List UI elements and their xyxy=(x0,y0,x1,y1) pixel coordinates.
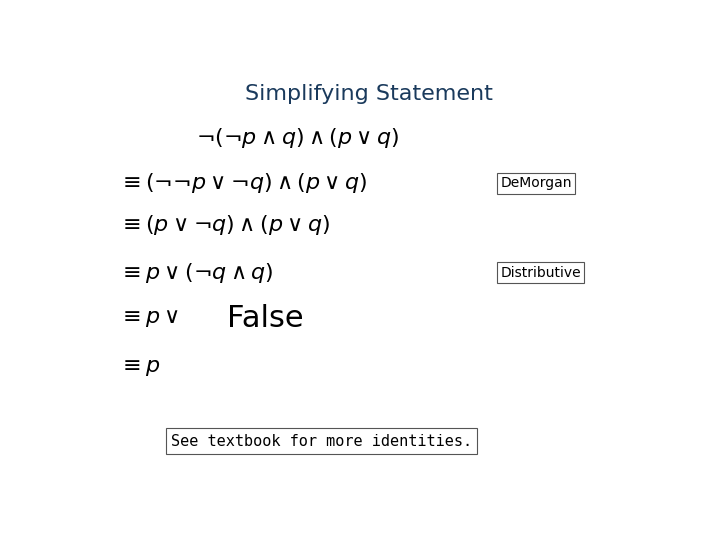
Text: $\equiv p$: $\equiv p$ xyxy=(118,359,161,379)
Text: $\equiv p \vee$: $\equiv p \vee$ xyxy=(118,308,179,329)
Text: $\equiv (\neg\neg p \vee \neg q) \wedge (p \vee q)$: $\equiv (\neg\neg p \vee \neg q) \wedge … xyxy=(118,171,367,195)
Text: $\equiv (p \vee \neg q) \wedge (p \vee q)$: $\equiv (p \vee \neg q) \wedge (p \vee q… xyxy=(118,213,330,237)
Text: DeMorgan: DeMorgan xyxy=(500,176,572,190)
Text: $\equiv p \vee (\neg q \wedge q)$: $\equiv p \vee (\neg q \wedge q)$ xyxy=(118,261,274,285)
Text: Simplifying Statement: Simplifying Statement xyxy=(245,84,493,104)
Text: See textbook for more identities.: See textbook for more identities. xyxy=(171,434,472,449)
Text: $\neg(\neg p \wedge q) \wedge (p \vee q)$: $\neg(\neg p \wedge q) \wedge (p \vee q)… xyxy=(196,126,400,150)
Text: Distributive: Distributive xyxy=(500,266,581,280)
Text: False: False xyxy=(227,304,303,333)
